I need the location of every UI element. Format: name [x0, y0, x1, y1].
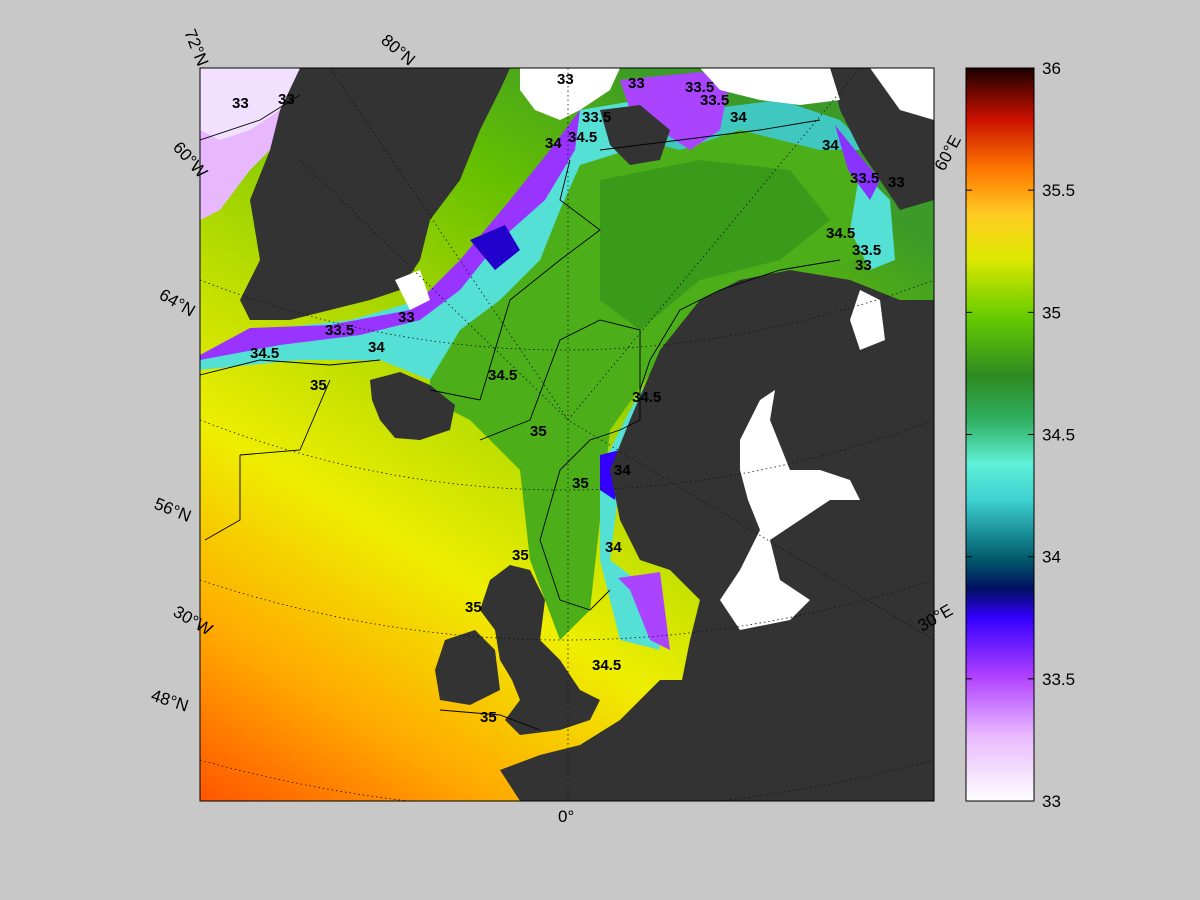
colorbar-tick-label: 35 — [1042, 303, 1061, 322]
contour-label: 33 — [628, 75, 645, 92]
contour-label: 35 — [572, 475, 589, 492]
map-frame — [199, 67, 935, 802]
contour-label: 34.5 — [488, 367, 517, 384]
lon-60e-label: 60°E — [931, 132, 965, 174]
ice-and-white-areas — [200, 68, 934, 630]
colorbar-tick-label: 34.5 — [1042, 426, 1075, 445]
salinity-contours — [200, 94, 841, 731]
lat-48n-label: 48°N — [149, 686, 191, 716]
contour-label: 34.5 — [632, 389, 661, 406]
contour-label: 34 — [822, 137, 839, 154]
contour-label: 34 — [368, 339, 385, 356]
map-area — [200, 68, 934, 801]
ireland — [435, 630, 500, 705]
svalbard — [600, 105, 670, 165]
colorbar-scale — [965, 67, 1035, 802]
contour-label: 34.5 — [568, 129, 597, 146]
colorbar: 36 35.5 35 34.5 34 33.5 33 — [965, 59, 1075, 811]
colorbar-tick-label: 33 — [1042, 792, 1061, 811]
contour-label: 35 — [310, 377, 327, 394]
contour-label: 33.5 — [582, 109, 611, 126]
contour-label: 33 — [278, 91, 295, 108]
contour-label: 34 — [545, 135, 562, 152]
contour-label: 34.5 — [592, 657, 621, 674]
contour-label: 34 — [614, 462, 631, 479]
colorbar-tick-label: 36 — [1042, 59, 1061, 78]
contour-label: 33 — [888, 174, 905, 191]
lat-72n-label: 72°N — [180, 26, 212, 68]
contour-label: 33.5 — [700, 92, 729, 109]
lat-64n-label: 64°N — [156, 285, 198, 320]
contour-label: 33.5 — [850, 170, 879, 187]
contour-label: 35 — [512, 547, 529, 564]
contour-label: 33 — [855, 257, 872, 274]
contour-label: 35 — [480, 709, 497, 726]
colorbar-tick-label: 35.5 — [1042, 181, 1075, 200]
colorbar-tick-label: 33.5 — [1042, 670, 1075, 689]
contour-label: 34 — [730, 109, 747, 126]
british-isles — [480, 565, 600, 735]
greenland — [240, 68, 510, 320]
colorbar-ticks: 36 35.5 35 34.5 34 33.5 33 — [966, 59, 1075, 811]
contour-label: 35 — [530, 423, 547, 440]
contour-label: 35 — [465, 599, 482, 616]
iceland — [370, 372, 455, 440]
graticule — [200, 68, 934, 801]
contour-label: 34.5 — [250, 345, 279, 362]
europe-mainland — [500, 680, 934, 801]
lon-0-label: 0° — [558, 807, 574, 826]
contour-label: 33 — [232, 95, 249, 112]
lat-56n-label: 56°N — [152, 494, 194, 526]
contour-label: 34 — [605, 539, 622, 556]
contour-label: 33.5 — [325, 322, 354, 339]
contour-label: 33.5 — [852, 242, 881, 259]
colorbar-tick-label: 34 — [1042, 548, 1061, 567]
contour-labels: 33 33 33 33 33.5 34 34.5 33.5 34 33.5 34… — [232, 71, 905, 726]
contour-label: 34.5 — [826, 225, 855, 242]
contour-label: 33.5 — [685, 79, 714, 96]
contour-label: 33 — [398, 309, 415, 326]
lat-80n-label: 80°N — [377, 31, 418, 70]
baltic-sea — [720, 390, 860, 630]
contour-label: 33 — [557, 71, 574, 88]
